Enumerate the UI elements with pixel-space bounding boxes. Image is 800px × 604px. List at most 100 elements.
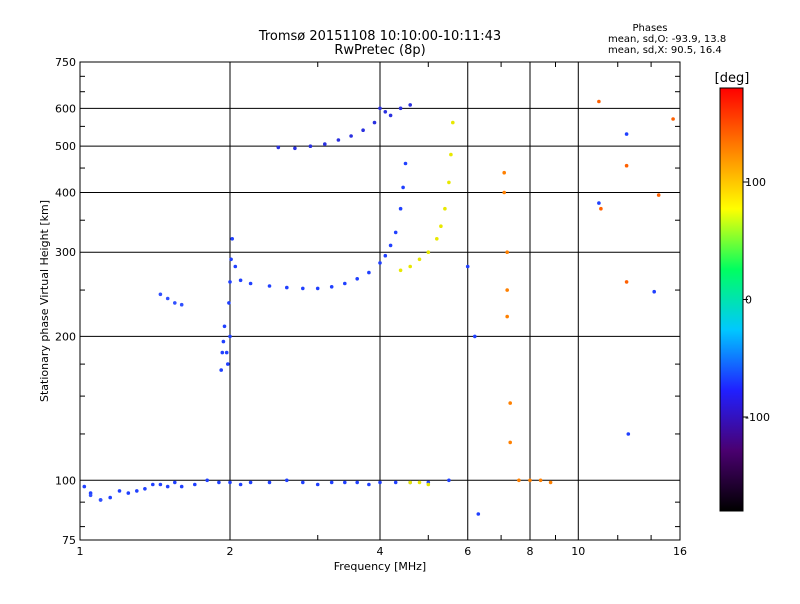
- data-point-s1-1: [220, 350, 225, 355]
- data-point-s0-8: [151, 482, 155, 487]
- data-point-s4-10: [548, 480, 553, 485]
- colorbar-tick-label-2: -100: [745, 411, 770, 424]
- data-point-s7-4: [473, 334, 477, 339]
- grid-lines: [80, 62, 680, 540]
- data-point-s1-23: [383, 253, 388, 258]
- data-point-s1-9: [229, 257, 233, 262]
- data-point-s0-16: [228, 480, 232, 485]
- data-point-s0-28: [393, 480, 398, 485]
- data-point-s6-4: [599, 206, 603, 211]
- data-point-s0-15: [217, 480, 221, 485]
- y-tick-label-7: 750: [55, 56, 76, 69]
- data-point-s0-22: [315, 482, 320, 487]
- data-point-s2-9: [383, 110, 388, 114]
- data-point-s1-7: [227, 301, 231, 305]
- data-point-s6-2: [624, 280, 629, 284]
- data-point-s0-9: [158, 482, 163, 487]
- data-point-s0-25: [355, 480, 360, 485]
- data-point-s2-11: [398, 106, 403, 111]
- y-tick-label-3: 300: [55, 246, 76, 259]
- data-point-s1-24: [388, 243, 393, 248]
- y-tick-label-1: 100: [55, 474, 76, 487]
- data-point-s3-9: [451, 120, 455, 125]
- data-point-s1-21: [367, 270, 371, 275]
- data-point-s0-19: [267, 480, 272, 485]
- x-tick-label-1: 2: [227, 545, 234, 558]
- data-point-s6-0: [597, 99, 601, 104]
- y-axis-label: Stationary phase Virtual Height [km]: [38, 200, 51, 402]
- data-point-s1-22: [378, 261, 382, 265]
- data-point-s1-8: [228, 280, 232, 284]
- colorbar-label: [deg]: [715, 71, 750, 86]
- data-point-s2-12: [408, 103, 413, 107]
- data-point-s1-15: [285, 285, 289, 290]
- data-point-s5-4: [88, 493, 93, 498]
- data-point-s4-9: [538, 478, 543, 483]
- data-point-s2-3: [323, 142, 327, 146]
- data-point-s0-23: [329, 480, 334, 485]
- y-tick-label-0: 75: [62, 534, 76, 547]
- y-tick-label-2: 200: [55, 330, 76, 343]
- data-point-s1-16: [301, 286, 305, 291]
- data-point-s4-7: [517, 478, 521, 483]
- data-point-s5-1: [165, 296, 170, 301]
- data-point-s4-5: [508, 401, 512, 405]
- data-point-s2-4: [336, 138, 341, 142]
- data-point-s7-2: [626, 432, 631, 436]
- data-point-s3-2: [417, 257, 422, 262]
- data-point-s1-25: [393, 230, 398, 235]
- data-point-s1-10: [230, 237, 234, 241]
- data-point-s0-18: [248, 480, 253, 485]
- data-point-s5-5: [98, 498, 103, 502]
- x-tick-label-4: 8: [527, 545, 534, 558]
- data-point-s0-0: [82, 484, 87, 489]
- data-point-s1-14: [267, 284, 272, 288]
- data-point-s0-7: [143, 487, 147, 491]
- chart-title: Tromsø 20151108 10:10:00-10:11:43: [258, 29, 501, 44]
- stats-line-o: mean, sd,O: -93.9, 13.8: [608, 34, 726, 45]
- colorbar-tick-label-1: 0: [745, 294, 752, 307]
- data-point-s2-5: [349, 134, 353, 138]
- stats-line-x: mean, sd,X: 90.5, 16.4: [608, 45, 722, 56]
- data-point-s0-24: [343, 480, 347, 485]
- data-point-s1-13: [248, 281, 253, 286]
- data-point-s3-4: [435, 237, 439, 241]
- data-point-s1-19: [343, 281, 347, 286]
- data-point-s2-1: [293, 146, 297, 151]
- data-point-s5-2: [173, 301, 177, 305]
- data-point-s0-26: [367, 482, 371, 487]
- data-point-s7-6: [465, 264, 470, 269]
- data-point-s2-0: [276, 145, 281, 150]
- x-tick-label-2: 4: [377, 545, 384, 558]
- data-point-s5-3: [179, 302, 184, 307]
- data-point-s0-13: [193, 482, 197, 487]
- data-point-s3-7: [447, 180, 451, 185]
- data-point-s7-1: [624, 132, 629, 136]
- data-point-s2-8: [378, 106, 382, 111]
- data-point-s4-2: [505, 250, 510, 254]
- data-point-s0-11: [173, 480, 177, 485]
- data-point-s3-0: [398, 268, 403, 273]
- data-point-s7-5: [476, 512, 481, 516]
- stats-heading: Phases: [632, 23, 667, 34]
- data-point-s1-27: [401, 185, 405, 190]
- data-point-s2-10: [388, 113, 393, 118]
- data-point-s7-3: [652, 289, 656, 294]
- data-point-s3-11: [417, 480, 422, 485]
- data-point-s1-4: [224, 350, 229, 355]
- y-tick-label-4: 400: [55, 186, 76, 199]
- x-axis-label: Frequency [MHz]: [334, 560, 426, 573]
- colorbar: [719, 87, 744, 512]
- data-point-s1-12: [238, 278, 243, 283]
- x-tick-label-0: 1: [77, 545, 84, 558]
- data-point-s3-1: [408, 264, 413, 269]
- data-point-s0-20: [285, 478, 289, 483]
- data-point-s1-18: [329, 285, 334, 289]
- data-point-s0-14: [205, 478, 209, 483]
- data-point-s3-3: [426, 250, 431, 254]
- data-point-s3-5: [439, 224, 443, 228]
- data-point-s0-21: [301, 480, 305, 485]
- data-point-s1-28: [403, 161, 408, 166]
- data-point-s2-7: [372, 120, 377, 125]
